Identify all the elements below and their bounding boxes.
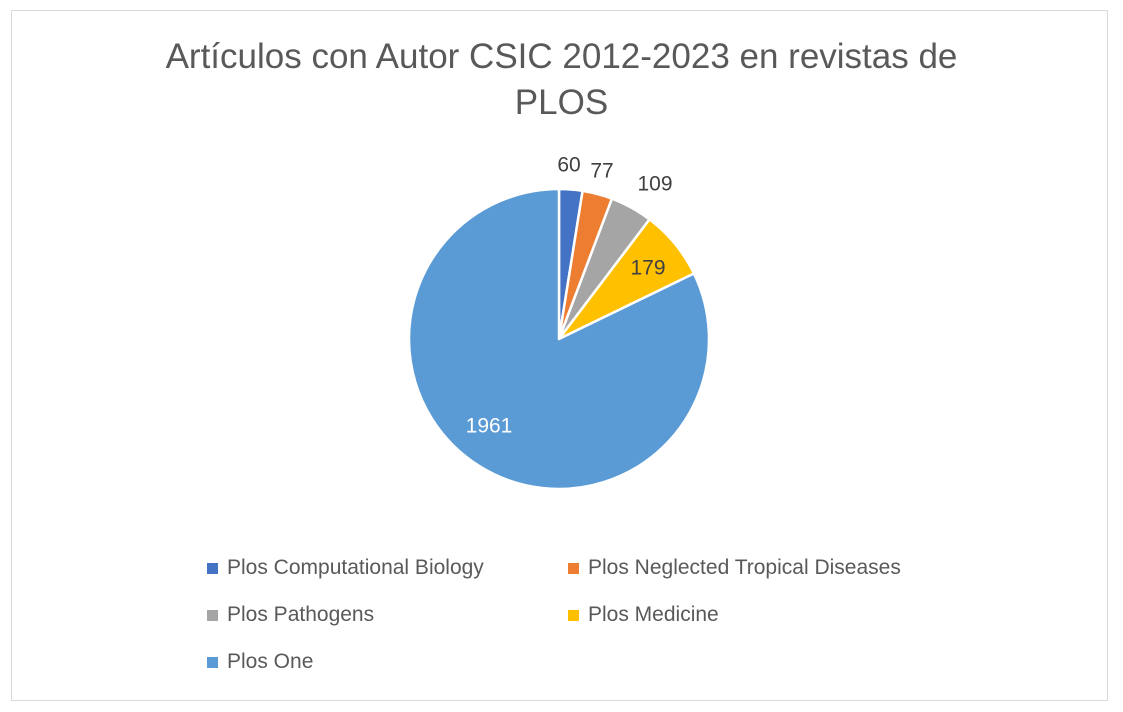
legend-swatch	[568, 562, 579, 574]
pie-value-labels: 60 77 109 179 1961	[466, 154, 673, 438]
pie-value-label: 1961	[466, 415, 513, 438]
chart-title: Artículos con Autor CSIC 2012-2023 en re…	[0, 34, 1123, 126]
legend-swatch	[207, 562, 218, 574]
chart-title-text: Artículos con Autor CSIC 2012-2023 en re…	[165, 37, 958, 122]
legend-label: Plos Pathogens	[227, 603, 375, 626]
pie-slice-plos-one	[407, 187, 711, 491]
legend-item-plos-one: Plos One	[207, 650, 313, 674]
legend-swatch	[207, 656, 218, 668]
legend-label: Plos One	[227, 650, 314, 673]
legend-item-plos-pathogens: Plos Pathogens	[207, 603, 374, 627]
legend-label: Plos Neglected Tropical Diseases	[588, 556, 901, 579]
legend-swatch	[207, 609, 218, 621]
pie-value-label: 179	[630, 257, 665, 280]
legend-label: Plos Medicine	[588, 603, 719, 626]
pie-value-label: 60	[557, 154, 580, 177]
legend-item-plos-neglected-tropical-diseases: Plos Neglected Tropical Diseases	[568, 556, 901, 580]
pie-value-label: 77	[590, 160, 613, 183]
pie-slices	[407, 187, 711, 491]
legend-item-plos-medicine: Plos Medicine	[568, 603, 719, 627]
legend-item-plos-computational-biology: Plos Computational Biology	[207, 556, 484, 580]
legend-swatch	[568, 609, 579, 621]
legend-label: Plos Computational Biology	[227, 556, 484, 579]
pie-value-label: 109	[637, 173, 672, 196]
